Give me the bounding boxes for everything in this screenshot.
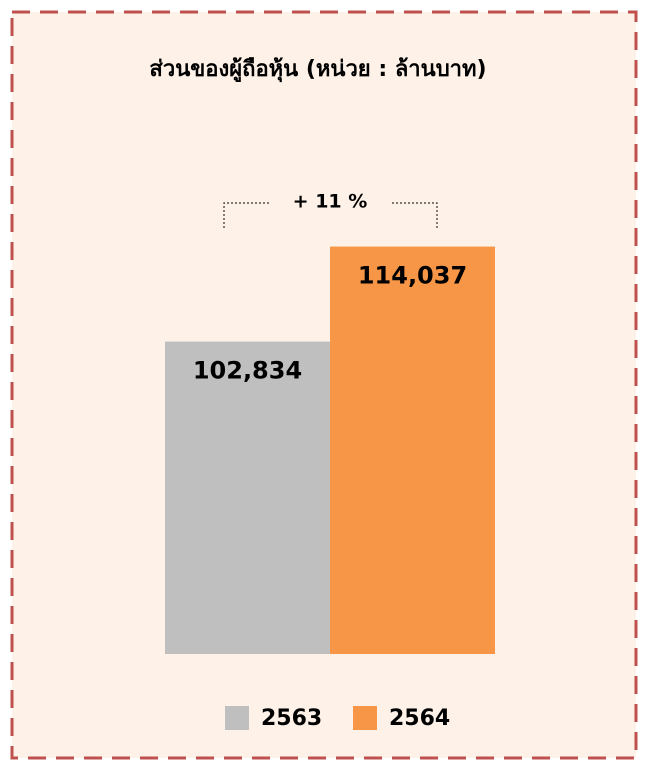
- annotation: + 11 %: [293, 191, 368, 213]
- bar: [165, 341, 330, 654]
- legend-swatch: [353, 706, 377, 730]
- bracket: [223, 202, 438, 228]
- value-label: 102,834: [193, 357, 302, 385]
- legend-label: 2564: [389, 706, 450, 731]
- bar: [330, 246, 495, 654]
- value-label: 114,037: [358, 262, 467, 290]
- chart-title: ส่วนของผู้ถือหุ้น (หน่วย : ล้านบาท): [149, 57, 486, 83]
- legend-swatch: [225, 706, 249, 730]
- legend-label: 2563: [261, 706, 322, 731]
